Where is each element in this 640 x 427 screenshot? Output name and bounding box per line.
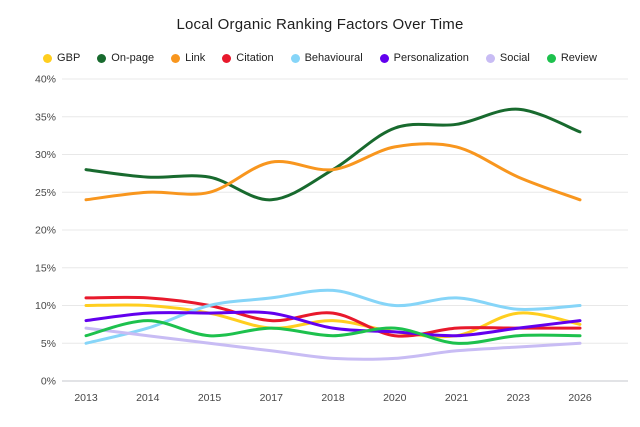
series-line-link <box>84 142 582 202</box>
legend-item-social: Social <box>485 52 530 64</box>
y-tick-label: 15% <box>35 262 56 274</box>
chart-title: Local Organic Ranking Factors Over Time <box>176 16 464 33</box>
chart-legend: GBP On-page Link Citation Behavioural Persona… <box>0 52 640 64</box>
legend-item-link: Link <box>171 52 205 64</box>
legend-dot-icon <box>222 53 232 63</box>
series-line-review <box>84 319 582 345</box>
legend-label: Citation <box>236 52 274 64</box>
x-tick-label: 2020 <box>383 392 407 404</box>
legend-dot-icon <box>97 53 107 63</box>
legend-label: Personalization <box>393 52 469 64</box>
y-tick-label: 40% <box>35 74 56 86</box>
x-tick-label: 2015 <box>198 392 222 404</box>
legend-dot-icon <box>379 53 389 63</box>
legend-item-citation: Citation <box>222 52 274 64</box>
legend-item-gbp: GBP <box>43 52 80 64</box>
legend-label: Link <box>185 52 206 64</box>
legend-label: Review <box>560 52 597 64</box>
legend-label: GBP <box>57 52 81 64</box>
x-tick-label: 2021 <box>445 392 469 404</box>
y-tick-label: 25% <box>35 187 56 199</box>
x-tick-label: 2023 <box>507 392 531 404</box>
legend-label: Social <box>499 52 530 64</box>
x-tick-label: 2026 <box>568 392 592 404</box>
x-tick-label: 2017 <box>260 392 284 404</box>
x-tick-label: 2014 <box>136 392 160 404</box>
legend-dot-icon <box>546 53 556 63</box>
legend-dot-icon <box>485 53 495 63</box>
legend-dot-icon <box>43 53 53 63</box>
legend-label: Behavioural <box>304 52 363 64</box>
series-line-gbp <box>84 303 582 339</box>
y-tick-label: 5% <box>41 338 56 350</box>
legend-dot-icon <box>171 53 181 63</box>
y-tick-label: 10% <box>35 300 56 312</box>
series-line-social <box>84 326 582 361</box>
series-line-personalization <box>84 310 582 338</box>
legend-item-on-page: On-page <box>97 52 154 64</box>
legend-label: On-page <box>111 52 155 64</box>
legend-item-personalization: Personalization <box>379 52 469 64</box>
x-tick-label: 2018 <box>321 392 345 404</box>
x-tick-label: 2013 <box>74 392 98 404</box>
y-tick-label: 30% <box>35 149 56 161</box>
series-line-citation <box>84 295 582 338</box>
y-tick-label: 0% <box>41 376 56 388</box>
series-line-behavioural <box>84 288 582 345</box>
legend-item-behavioural: Behavioural <box>290 52 363 64</box>
y-tick-label: 35% <box>35 111 56 123</box>
legend-dot-icon <box>290 53 300 63</box>
y-tick-label: 20% <box>35 225 56 237</box>
legend-item-review: Review <box>546 52 597 64</box>
